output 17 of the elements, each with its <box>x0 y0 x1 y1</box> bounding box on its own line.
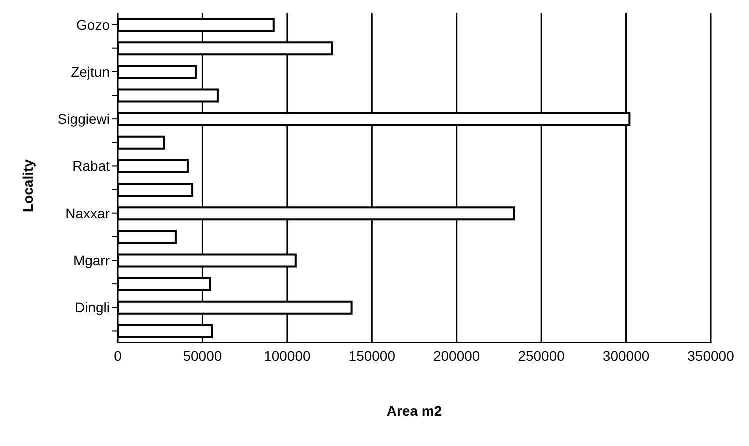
y-tick-label: Naxxar <box>66 205 110 222</box>
x-tick-label: 50000 <box>183 348 222 364</box>
y-tick-label: Rabat <box>72 158 110 174</box>
x-axis-title: Area m2 <box>386 403 444 419</box>
y-tick-label: Zejtun <box>71 64 110 80</box>
x-tick-label: 350000 <box>688 348 735 364</box>
y-tick-label: Siggiewi <box>58 111 110 128</box>
x-tick-label: 200000 <box>434 348 480 364</box>
x-tick-label: 0 <box>114 348 122 364</box>
y-tick-label: Mgarr <box>73 252 110 268</box>
x-tick-label: 250000 <box>518 348 566 364</box>
y-tick-label: Dingli <box>74 300 110 316</box>
x-tick-label: 100000 <box>264 348 311 364</box>
y-axis-title: Locality <box>20 158 36 214</box>
x-tick-label: 150000 <box>348 348 396 364</box>
y-tick-label: Gozo <box>76 16 110 33</box>
x-tick-label: 300000 <box>602 348 650 364</box>
